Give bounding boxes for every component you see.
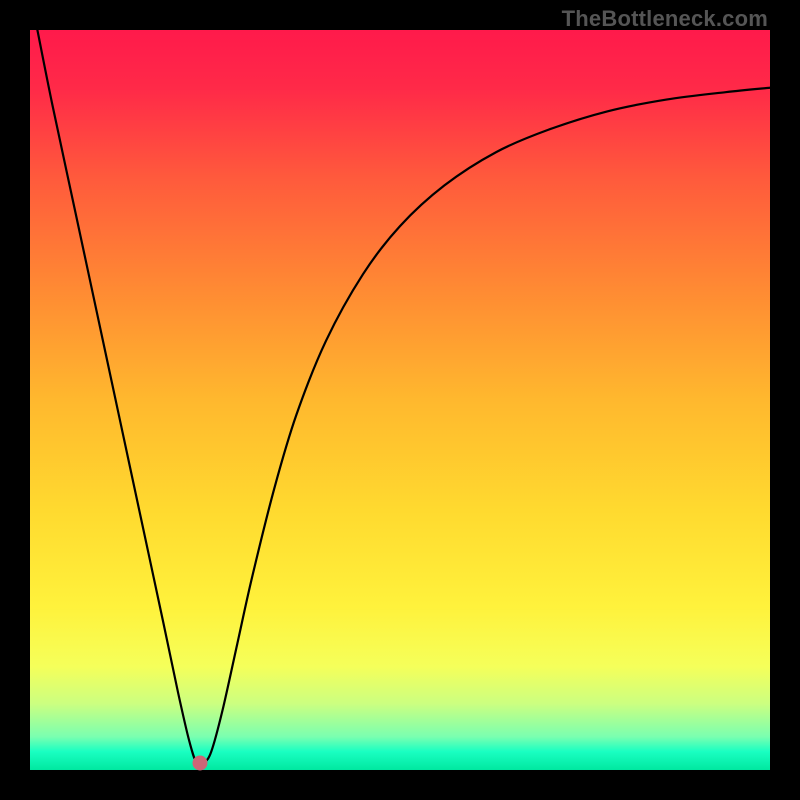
curve-layer [30,30,770,770]
watermark-text: TheBottleneck.com [562,6,768,32]
chart-frame: TheBottleneck.com [0,0,800,800]
optimal-point-marker [193,755,208,770]
plot-area [30,30,770,770]
bottleneck-curve [37,30,770,765]
